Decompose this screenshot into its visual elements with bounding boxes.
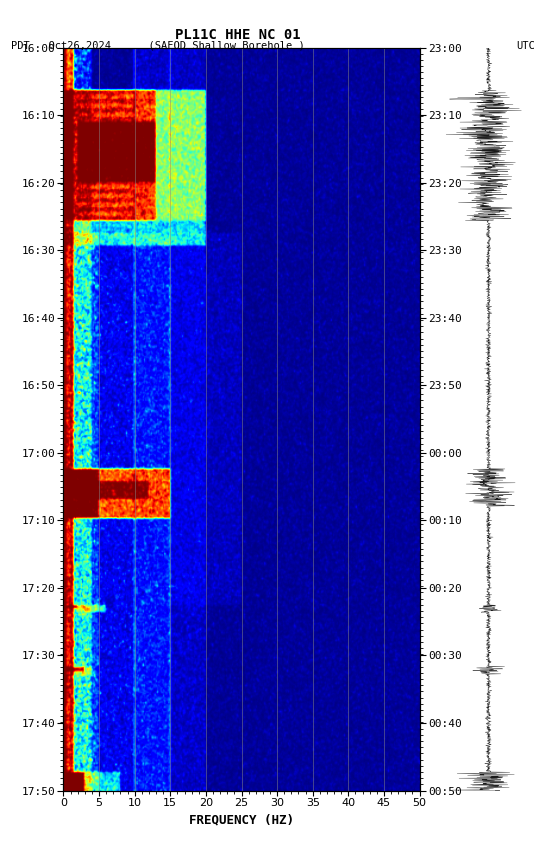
Text: PL11C HHE NC 01: PL11C HHE NC 01 xyxy=(174,28,300,41)
Text: UTC: UTC xyxy=(517,41,535,51)
X-axis label: FREQUENCY (HZ): FREQUENCY (HZ) xyxy=(189,814,294,827)
Text: PDT   Oct26,2024      (SAFOD Shallow Borehole ): PDT Oct26,2024 (SAFOD Shallow Borehole ) xyxy=(11,41,305,51)
